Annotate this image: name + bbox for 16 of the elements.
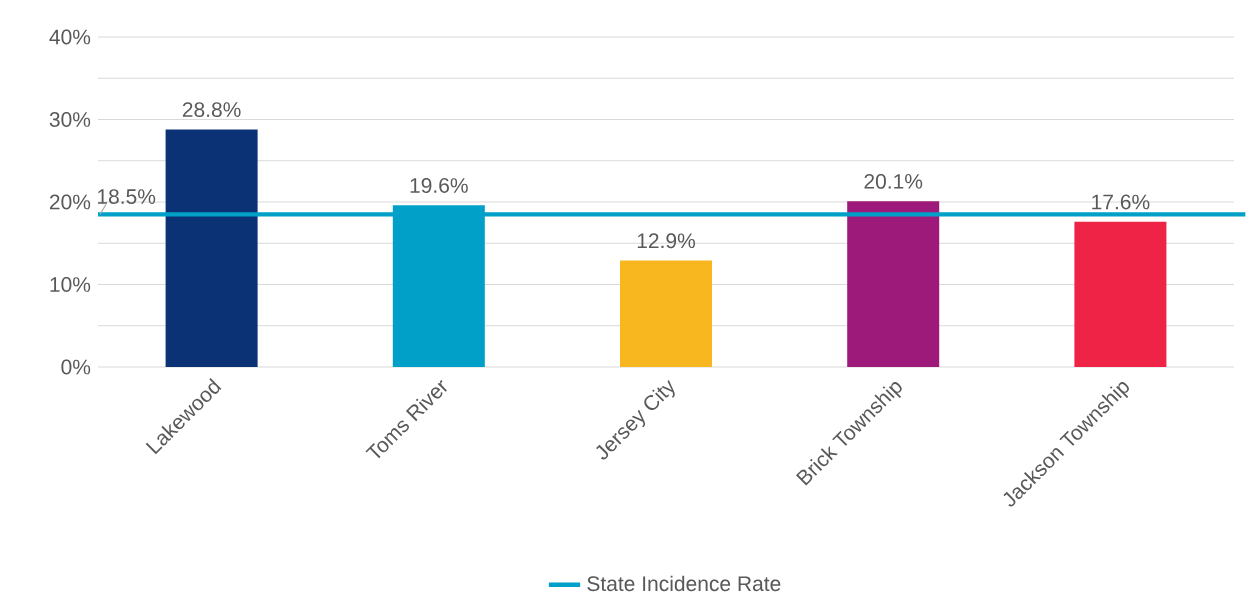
y-tick-label: 30% <box>49 112 91 127</box>
data-label: 12.9% <box>637 233 696 249</box>
y-tick-label: 0% <box>61 359 91 375</box>
annotation: 18.5% <box>98 189 156 204</box>
data-label: 28.8% <box>182 102 241 118</box>
y-tick-label: 40% <box>49 29 91 45</box>
y-tick-label: 10% <box>50 277 91 292</box>
bar <box>847 201 940 367</box>
y-tick-label: 20% <box>49 194 91 210</box>
legend-label: State Incidence Rate <box>587 575 781 592</box>
bar <box>620 260 713 367</box>
bar <box>165 129 258 367</box>
data-label: 17.6% <box>1092 194 1150 210</box>
data-label: 20.1% <box>864 173 923 189</box>
data-label: 19.6% <box>410 178 468 193</box>
bar <box>1074 221 1167 367</box>
